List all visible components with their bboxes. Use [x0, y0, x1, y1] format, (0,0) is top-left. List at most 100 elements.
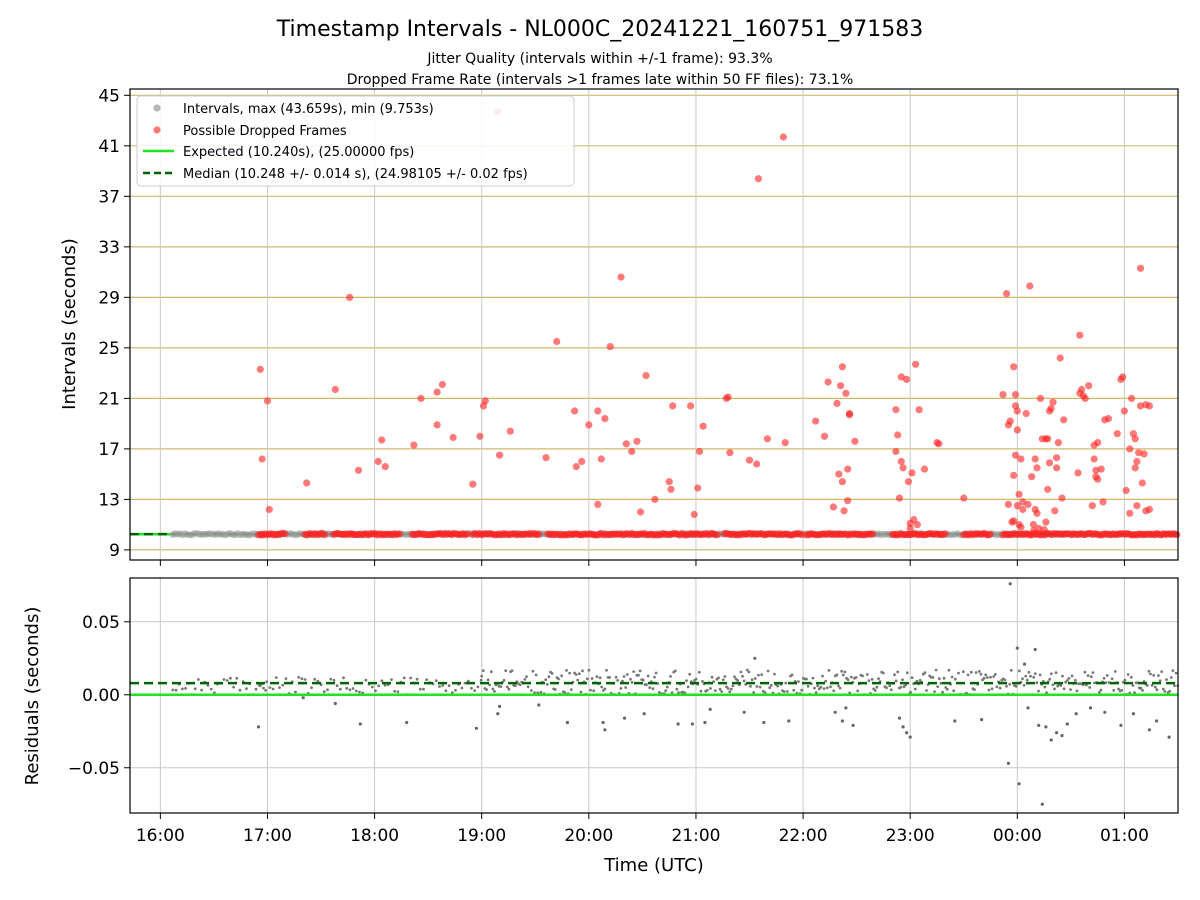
residual-point [630, 681, 634, 684]
residual-point [579, 690, 583, 694]
residual-point [209, 687, 213, 691]
residual-point [838, 686, 842, 690]
residual-outlier-point [908, 735, 912, 739]
intervals-y-tick-label: 17 [98, 440, 120, 460]
residuals-y-axis-label: Residuals (seconds) [22, 607, 43, 786]
dropped-frame-point [281, 530, 289, 538]
dropped-frame-point [753, 460, 761, 468]
dropped-frame-point [1036, 394, 1045, 402]
dropped-frame-point [903, 375, 911, 383]
residual-point [1163, 690, 1167, 693]
dropped-frame-point [1053, 464, 1061, 472]
dropped-frame-point [906, 524, 914, 533]
dropped-frame-point [899, 464, 907, 472]
intervals-y-axis-label: Intervals (seconds) [59, 238, 80, 410]
residual-point [1152, 673, 1156, 677]
residual-outlier-point [901, 725, 905, 729]
residual-point [1070, 674, 1074, 678]
residuals-y-tick-label: 0.05 [82, 613, 120, 633]
dropped-frame-point [1126, 509, 1134, 517]
residual-point [877, 677, 880, 681]
dropped-frame-point [1004, 500, 1013, 508]
residual-outlier-point [622, 716, 627, 720]
residual-point [174, 688, 178, 692]
residual-point [752, 691, 756, 694]
dropped-frame-point [628, 447, 636, 455]
residual-outlier-point [1060, 734, 1064, 738]
residual-point [814, 691, 818, 694]
residual-outlier-point [405, 720, 409, 725]
residual-point [222, 678, 226, 681]
dropped-frame-point [1113, 430, 1121, 438]
residual-point [348, 688, 352, 692]
dropped-frame-point [1015, 490, 1023, 498]
residual-point [616, 679, 620, 682]
residual-point [351, 687, 355, 690]
dropped-frame-point [1033, 509, 1041, 517]
residual-point [454, 688, 457, 692]
residual-point [942, 676, 946, 680]
residual-point [278, 686, 281, 689]
residual-point [749, 684, 752, 688]
residual-outlier-point [833, 710, 837, 714]
residual-point [750, 678, 754, 682]
residual-point [434, 679, 438, 683]
residual-outlier-point [905, 731, 909, 735]
residual-point [486, 678, 490, 682]
residual-point [782, 690, 786, 694]
residual-outlier-point [603, 728, 607, 732]
residual-point [262, 686, 265, 690]
residual-point [450, 691, 454, 695]
residual-point [717, 676, 720, 680]
residual-point [265, 680, 269, 684]
dropped-frame-point [331, 385, 339, 394]
residual-point [763, 691, 767, 694]
residual-point [1147, 669, 1151, 673]
residual-point [523, 678, 527, 681]
dropped-frame-point [812, 417, 820, 425]
residual-point [1025, 678, 1029, 682]
residual-outlier-point [1065, 722, 1069, 726]
residual-point [685, 679, 688, 682]
residual-point [1024, 674, 1028, 678]
residual-point [776, 684, 780, 688]
residual-point [264, 689, 267, 692]
residual-point [899, 685, 903, 689]
residual-point [1160, 670, 1164, 673]
dropped-frame-point [1024, 500, 1032, 508]
residual-point [447, 684, 451, 688]
residual-point [829, 685, 832, 689]
residual-point [574, 673, 578, 676]
dropped-frame-point [1010, 363, 1018, 371]
dropped-frame-point [535, 530, 543, 538]
dropped-frame-point [910, 516, 918, 524]
residual-point [648, 686, 652, 689]
residual-point [755, 685, 759, 688]
dropped-frame-point [1099, 498, 1107, 506]
residual-point [581, 669, 584, 673]
residual-point [837, 684, 840, 688]
residual-point [773, 672, 776, 676]
residual-point [563, 691, 567, 695]
residual-point [1059, 684, 1063, 687]
residual-point [977, 670, 981, 673]
residual-point [629, 677, 632, 681]
residual-point [297, 676, 301, 679]
residual-point [1097, 691, 1101, 694]
dropped-frame-point [1088, 502, 1096, 510]
dropped-frame-point [824, 378, 832, 386]
residual-point [557, 677, 560, 681]
residual-point [422, 687, 425, 691]
dropped-frame-point [1122, 486, 1130, 495]
residual-point [819, 685, 823, 689]
dropped-frame-point [571, 407, 579, 415]
dropped-frame-point [713, 531, 721, 539]
residual-outlier-point [565, 720, 570, 725]
residual-point [619, 687, 623, 690]
residual-point [832, 689, 836, 693]
residual-point [504, 669, 508, 673]
residual-point [709, 687, 712, 690]
residual-point [790, 673, 794, 677]
dropped-frame-point [915, 406, 923, 414]
residual-point [463, 681, 467, 685]
